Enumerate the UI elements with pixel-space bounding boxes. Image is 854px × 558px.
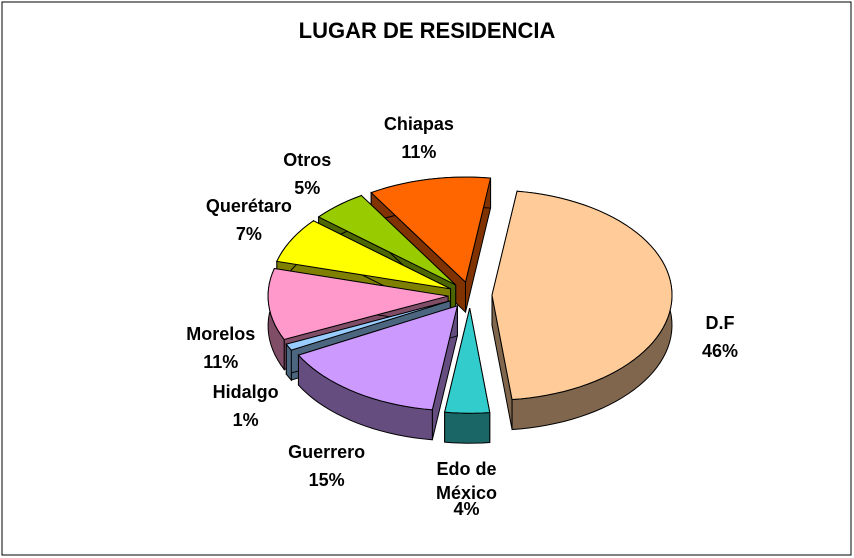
slice-label: Morelos [186, 323, 256, 344]
slice-label: Hidalgo [212, 381, 279, 402]
slice-value-label: 4% [453, 498, 480, 519]
slice-label: Querétaro [205, 196, 292, 217]
slice [317, 194, 457, 286]
slice-value-label: 11% [203, 351, 239, 372]
slice-label: D.F [705, 313, 735, 334]
slice [491, 190, 673, 401]
slice-value-label: 5% [294, 177, 321, 198]
slice-side [444, 411, 491, 444]
slice [297, 305, 459, 411]
slice-label: Edo de México [435, 458, 498, 503]
slice-label: Chiapas [383, 114, 454, 135]
chart-title: LUGAR DE RESIDENCIA [298, 18, 556, 43]
slice [267, 267, 449, 341]
slice-label: Otros [283, 149, 332, 170]
slice [285, 300, 451, 351]
slice [276, 220, 451, 290]
slice-value-label: 15% [308, 470, 345, 491]
slice-label: Guerrero [288, 442, 366, 463]
slice [444, 308, 491, 414]
slice-value-label: 7% [235, 224, 262, 245]
slice-tops [267, 176, 673, 414]
slice-value-label: 11% [401, 142, 437, 163]
slice-value-label: 1% [232, 409, 259, 430]
slice-value-label: 46% [701, 341, 738, 362]
slice [370, 176, 492, 284]
